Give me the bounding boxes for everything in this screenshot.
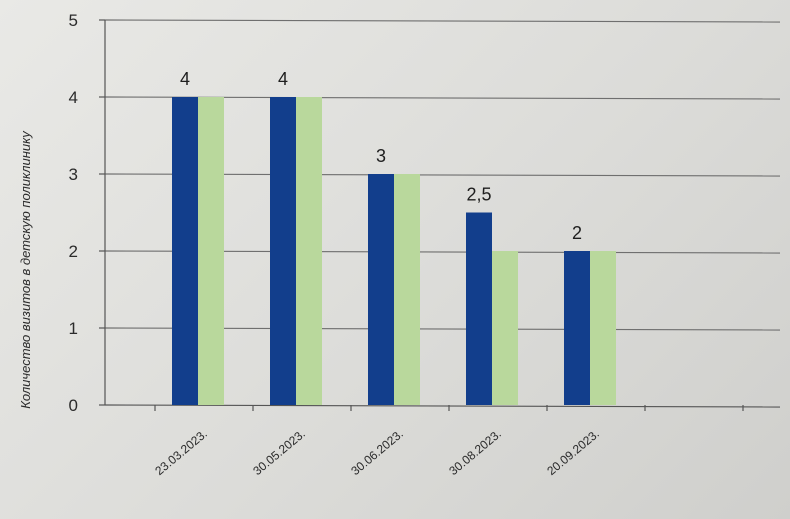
bar-data-label: 2,5 xyxy=(466,185,491,205)
bar-series-1 xyxy=(564,251,590,405)
x-axis-labels: 23.03.2023. 30.05.2023. 30.06.2023. 30.08.2… xyxy=(152,427,602,478)
y-tick-label: 4 xyxy=(69,88,78,107)
bar-data-label: 2 xyxy=(572,223,582,243)
x-tick-label: 30.05.2023. xyxy=(250,427,308,478)
axes: 0 1 2 3 4 5 xyxy=(69,11,781,415)
bar-data-label: 4 xyxy=(278,69,288,89)
x-tick-label: 23.03.2023. xyxy=(152,427,210,478)
bar-series-1 xyxy=(368,174,394,405)
x-tick-label: 30.06.2023. xyxy=(348,427,406,478)
y-tick-label: 0 xyxy=(69,396,78,415)
bar-data-label: 3 xyxy=(376,146,386,166)
bar-series-1 xyxy=(172,97,198,405)
y-axis-title: Количество визитов в детскую поликлинику xyxy=(18,130,33,409)
x-tick-label: 30.08.2023. xyxy=(446,427,504,478)
bar-series-2 xyxy=(198,97,224,405)
y-tick-label: 1 xyxy=(69,319,78,338)
bars xyxy=(172,97,616,405)
bar-series-2 xyxy=(590,251,616,405)
y-tick-label: 2 xyxy=(69,242,78,261)
bar-series-1 xyxy=(466,212,492,405)
bar-series-2 xyxy=(492,251,518,405)
gridline xyxy=(104,19,781,23)
y-tick-label: 5 xyxy=(69,11,78,30)
bar-series-2 xyxy=(296,97,322,405)
x-tick-label: 20.09.2023. xyxy=(544,427,602,478)
bar-series-2 xyxy=(394,174,420,405)
y-tick-label: 3 xyxy=(69,165,78,184)
x-axis-line xyxy=(104,404,781,408)
data-labels: 4 4 3 2,5 2 xyxy=(180,69,582,243)
bar-series-1 xyxy=(270,97,296,405)
bar-data-label: 4 xyxy=(180,69,190,89)
